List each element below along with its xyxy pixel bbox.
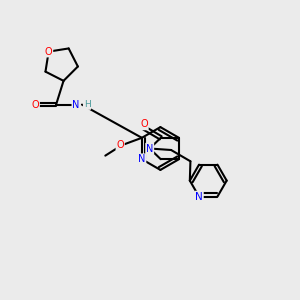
Text: N: N bbox=[138, 154, 146, 164]
Text: O: O bbox=[45, 46, 52, 57]
Text: N: N bbox=[146, 143, 153, 154]
Text: N: N bbox=[195, 192, 203, 202]
Text: H: H bbox=[84, 100, 90, 109]
Text: N: N bbox=[72, 100, 80, 110]
Text: O: O bbox=[140, 119, 148, 130]
Text: O: O bbox=[32, 100, 39, 110]
Text: O: O bbox=[116, 140, 124, 150]
